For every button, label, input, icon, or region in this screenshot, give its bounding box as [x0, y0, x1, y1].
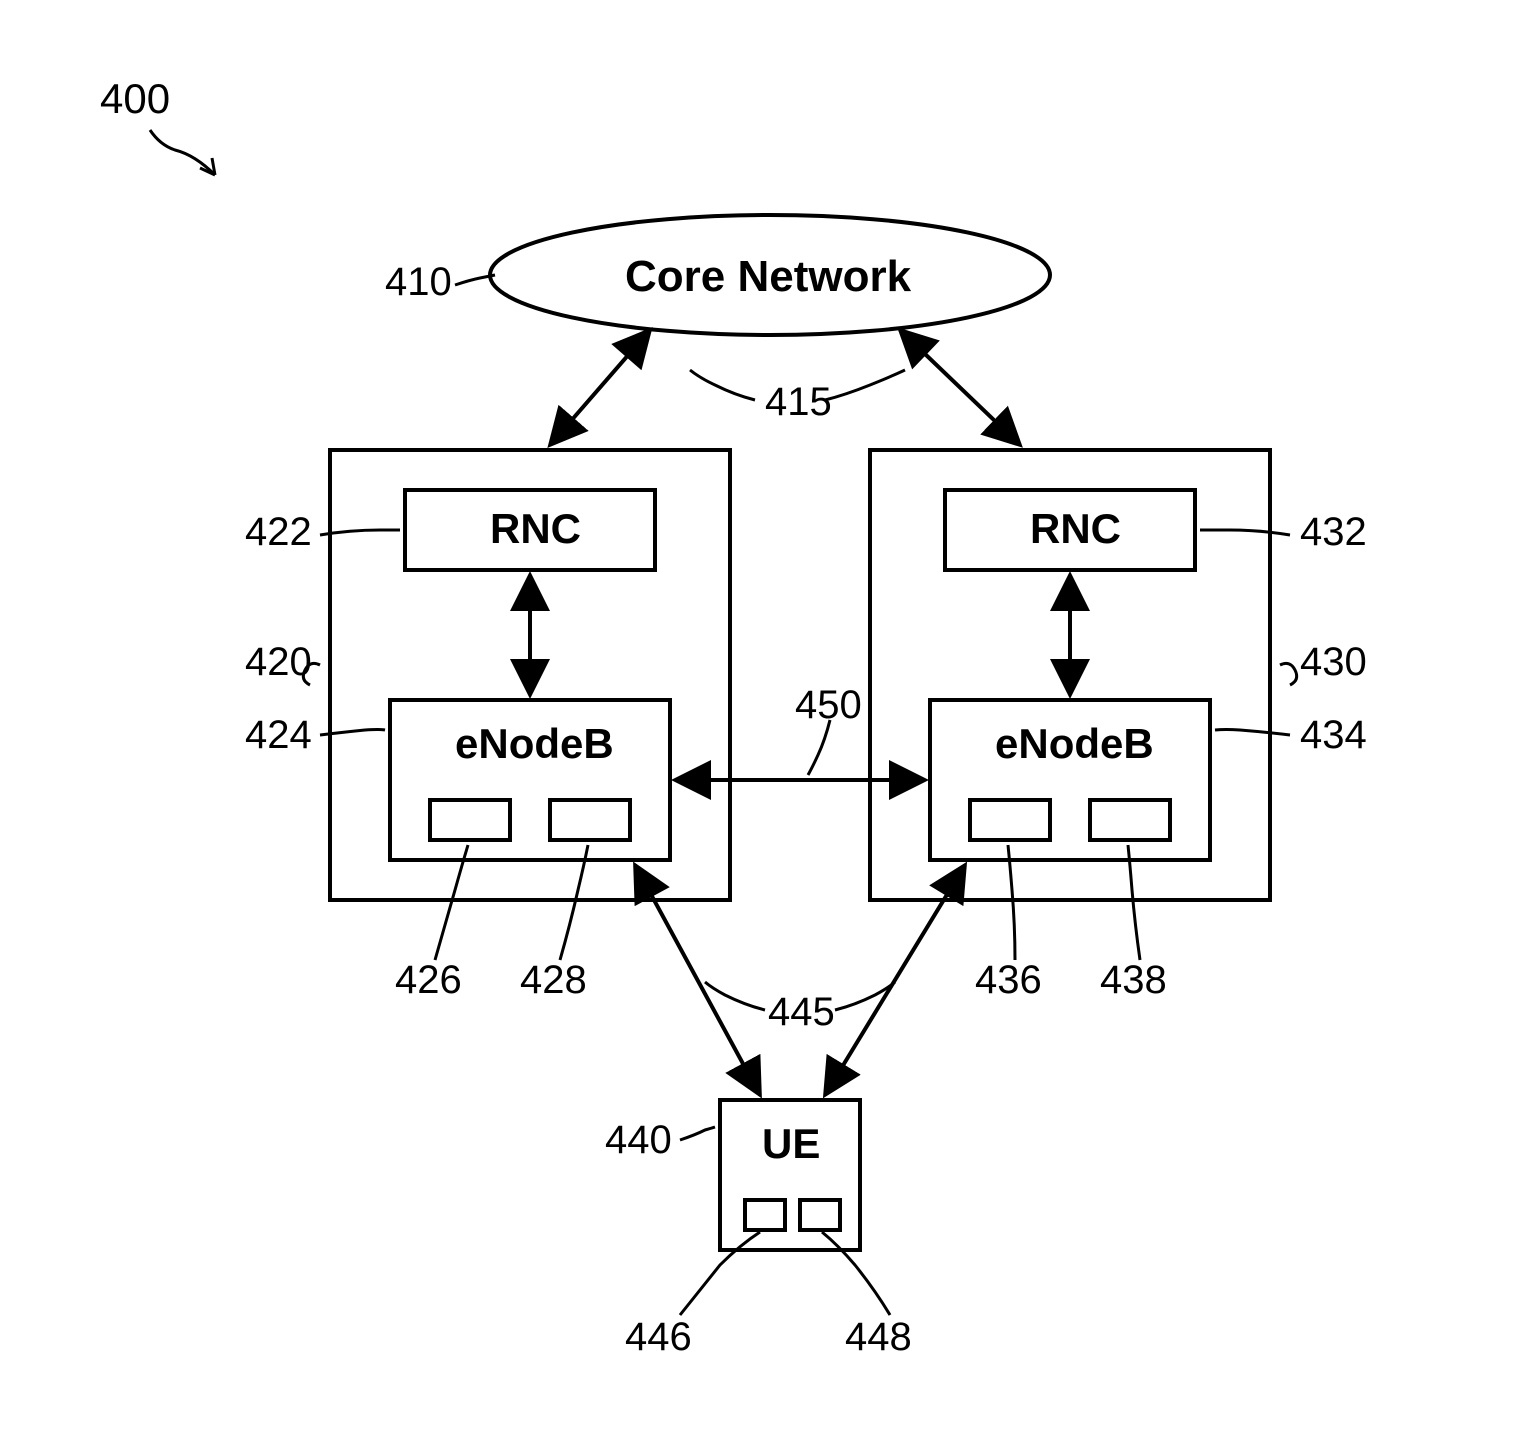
ref-426: 426 — [395, 958, 462, 1003]
leader-426 — [435, 845, 468, 960]
enodeb-left-label: eNodeB — [455, 720, 614, 768]
ref-420: 420 — [245, 640, 312, 685]
ue-sub1 — [745, 1200, 785, 1230]
leader-438 — [1128, 845, 1140, 960]
leader-430 — [1280, 663, 1297, 685]
ref-438: 438 — [1100, 958, 1167, 1003]
rnc-right-label: RNC — [1030, 505, 1121, 553]
ref-434: 434 — [1300, 713, 1367, 758]
leader-440 — [680, 1127, 715, 1140]
leader-415a — [690, 370, 755, 400]
leader-436 — [1008, 845, 1015, 960]
enodeb-right-sub1 — [970, 800, 1050, 840]
leader-432 — [1200, 530, 1290, 535]
ue-label: UE — [762, 1120, 820, 1168]
ref-448: 448 — [845, 1315, 912, 1360]
rnc-left-label: RNC — [490, 505, 581, 553]
ref-422: 422 — [245, 510, 312, 555]
ref-400: 400 — [100, 75, 170, 123]
leader-415b — [825, 370, 905, 400]
leader-450 — [808, 720, 830, 775]
edge-core-right — [900, 330, 1020, 445]
enodeb-left-sub2 — [550, 800, 630, 840]
leader-434 — [1215, 730, 1290, 736]
edge-core-left — [550, 330, 650, 445]
leader-445a — [705, 982, 765, 1010]
enodeb-left-sub1 — [430, 800, 510, 840]
leader-400 — [150, 130, 215, 175]
network-diagram: 400 Core Network 410 415 420 RNC 422 eNo… — [0, 0, 1539, 1445]
ref-436: 436 — [975, 958, 1042, 1003]
ref-446: 446 — [625, 1315, 692, 1360]
enodeb-right-sub2 — [1090, 800, 1170, 840]
ref-428: 428 — [520, 958, 587, 1003]
ref-430: 430 — [1300, 640, 1367, 685]
ref-410: 410 — [385, 260, 452, 305]
ref-445: 445 — [768, 990, 835, 1035]
leader-428 — [560, 845, 588, 960]
ref-424: 424 — [245, 713, 312, 758]
ref-450: 450 — [795, 683, 862, 728]
ref-415: 415 — [765, 380, 832, 425]
leader-448 — [822, 1232, 890, 1315]
ue-sub2 — [800, 1200, 840, 1230]
enodeb-right-label: eNodeB — [995, 720, 1154, 768]
core-network-label: Core Network — [625, 252, 911, 302]
ref-432: 432 — [1300, 510, 1367, 555]
ref-440: 440 — [605, 1118, 672, 1163]
